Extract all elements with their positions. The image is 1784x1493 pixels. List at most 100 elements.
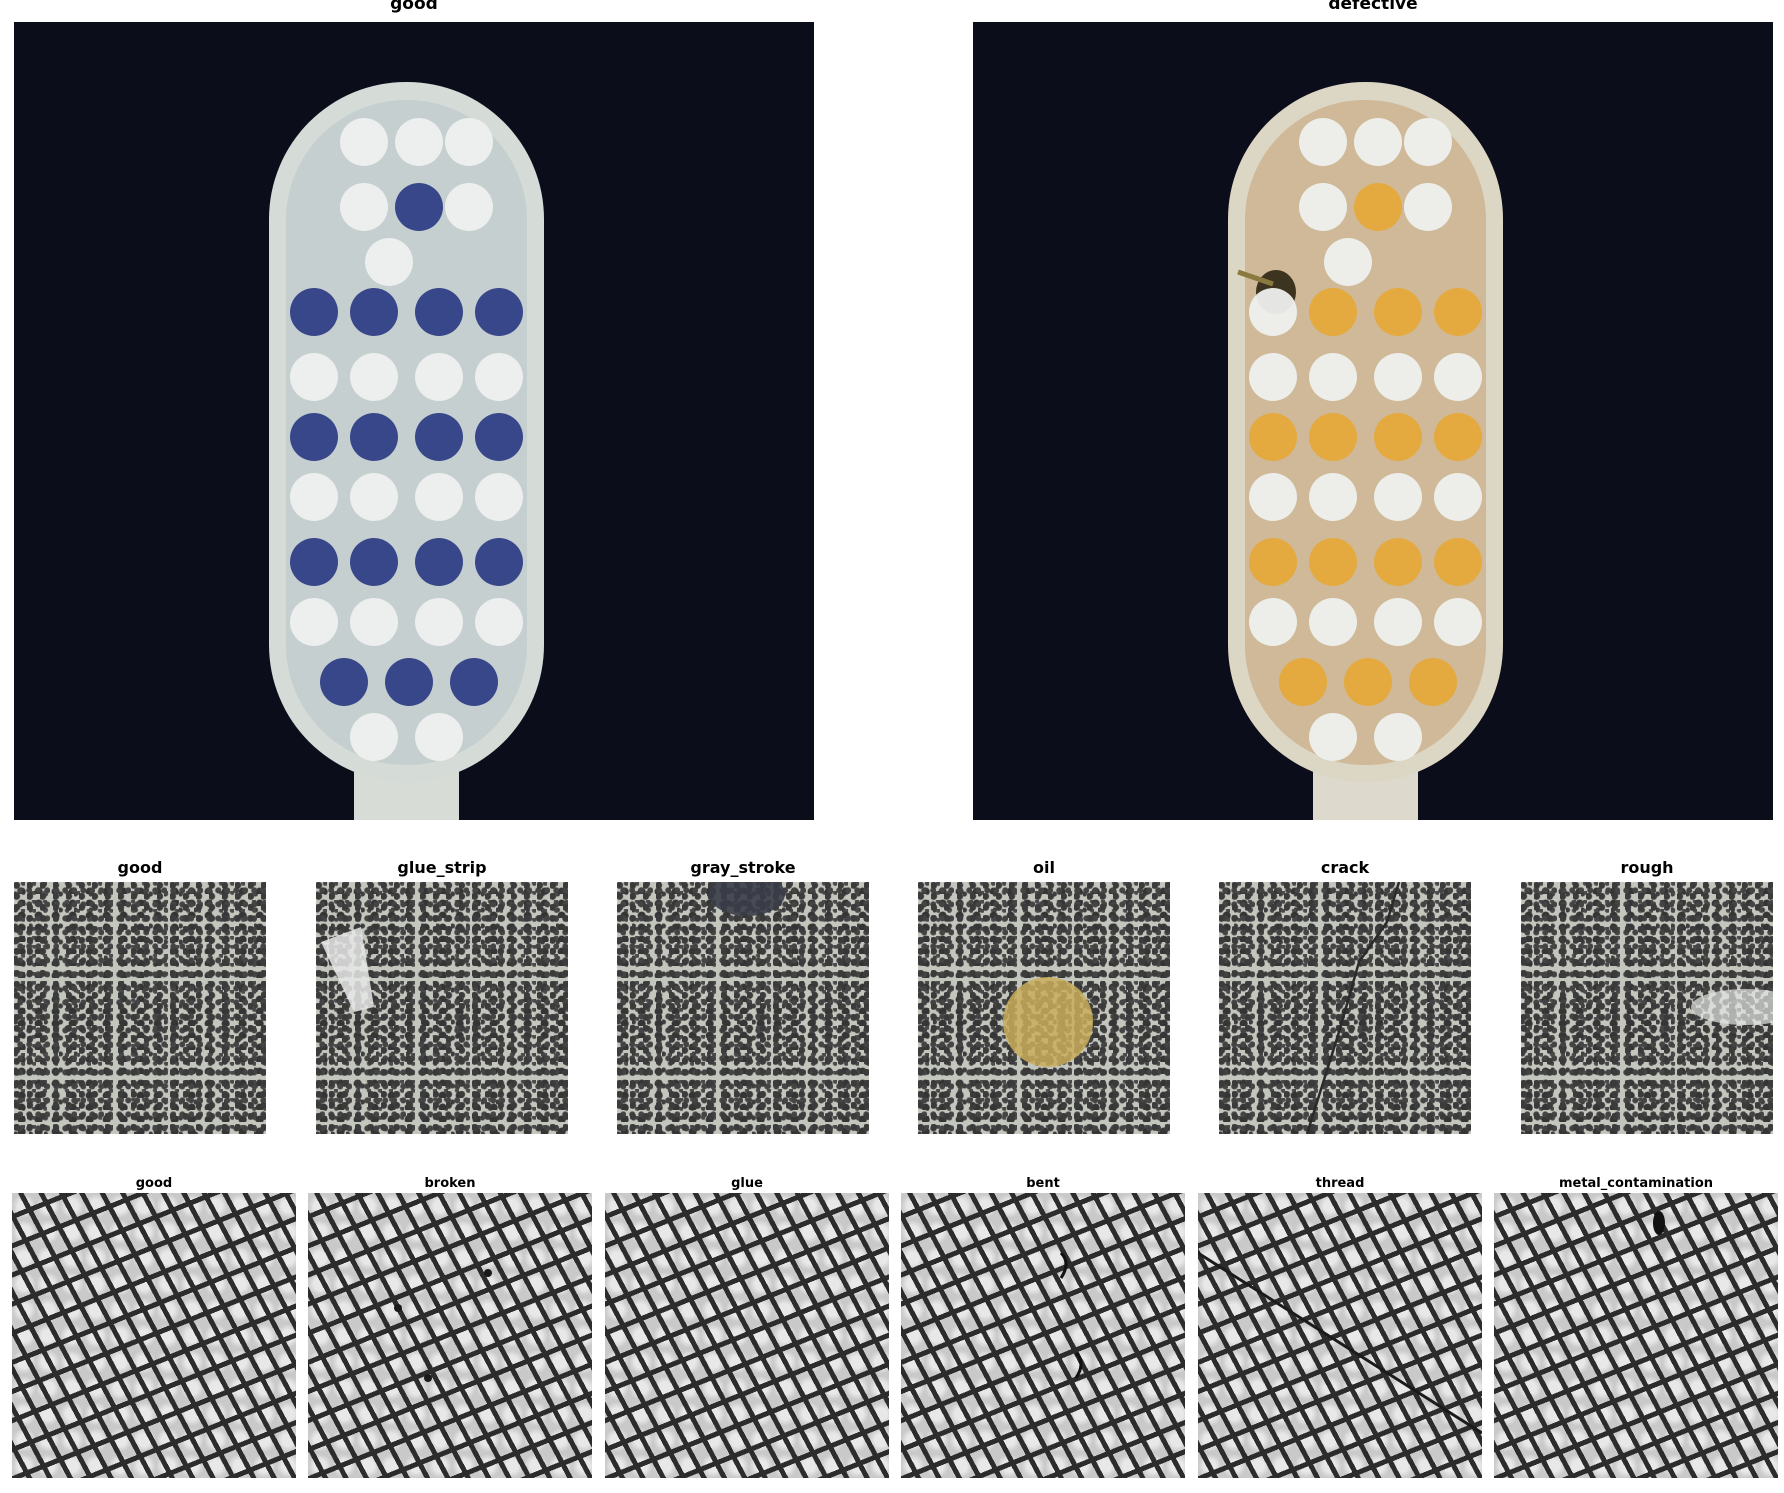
white-bristle-tuft (340, 118, 388, 166)
panel-title: crack (1320, 858, 1370, 877)
mesh-metal-contamination-image (1494, 1193, 1778, 1478)
rough-defect (1691, 989, 1773, 1025)
white-bristle-tuft (350, 473, 398, 521)
thread-defect (1198, 1251, 1482, 1435)
colored-bristle-tuft (350, 538, 398, 586)
toothbrush-good-image (14, 22, 814, 820)
tile-good-image (14, 882, 266, 1134)
white-bristle-tuft (1299, 183, 1347, 231)
white-bristle-tuft (1404, 183, 1452, 231)
white-bristle-tuft (290, 473, 338, 521)
white-bristle-tuft (415, 713, 463, 761)
white-bristle-tuft (1374, 353, 1422, 401)
colored-bristle-tuft (1344, 658, 1392, 706)
white-bristle-tuft (1249, 353, 1297, 401)
white-bristle-tuft (475, 353, 523, 401)
panel-toothbrush-good: good (14, 0, 814, 820)
panel-mesh-broken: broken (308, 1176, 592, 1478)
colored-bristle-tuft (1374, 288, 1422, 336)
colored-bristle-tuft (320, 658, 368, 706)
colored-bristle-tuft (1434, 538, 1482, 586)
colored-bristle-tuft (1309, 413, 1357, 461)
white-bristle-tuft (1374, 473, 1422, 521)
colored-bristle-tuft (290, 538, 338, 586)
white-bristle-tuft (415, 598, 463, 646)
panel-title: metal_contamination (1558, 1176, 1714, 1191)
colored-bristle-tuft (1374, 413, 1422, 461)
colored-bristle-tuft (1409, 658, 1457, 706)
mesh-bent-image (901, 1193, 1185, 1478)
tile-glue-strip-image (316, 882, 568, 1134)
panel-tile-crack: crack (1219, 858, 1471, 1134)
white-bristle-tuft (1434, 353, 1482, 401)
panel-title: bent (1026, 1176, 1060, 1191)
colored-bristle-tuft (1279, 658, 1327, 706)
white-bristle-tuft (350, 598, 398, 646)
bent-defect (1059, 1251, 1083, 1379)
colored-bristle-tuft (475, 413, 523, 461)
colored-bristle-tuft (1249, 413, 1297, 461)
metal-contamination-defect (1653, 1211, 1665, 1235)
panel-mesh-thread: thread (1198, 1176, 1482, 1478)
white-bristle-tuft (1309, 713, 1357, 761)
colored-bristle-tuft (290, 413, 338, 461)
white-bristle-tuft (1249, 288, 1297, 336)
colored-bristle-tuft (1354, 183, 1402, 231)
panel-title: rough (1620, 858, 1674, 877)
panel-title: defective (1328, 0, 1418, 14)
colored-bristle-tuft (290, 288, 338, 336)
panel-title: gray_stroke (690, 858, 796, 877)
oil-defect (1003, 977, 1093, 1067)
colored-bristle-tuft (385, 658, 433, 706)
toothbrush-good-svg (14, 22, 814, 820)
white-bristle-tuft (1434, 473, 1482, 521)
white-bristle-tuft (1309, 473, 1357, 521)
white-bristle-tuft (1354, 118, 1402, 166)
mesh-thread-image (1198, 1193, 1482, 1478)
panel-title: thread (1315, 1176, 1365, 1191)
toothbrush-defective-image (973, 22, 1773, 820)
white-bristle-tuft (1299, 118, 1347, 166)
panel-mesh-good: good (12, 1176, 296, 1478)
gray-stroke-defect (709, 882, 785, 916)
colored-bristle-tuft (1309, 538, 1357, 586)
tile-rough-image (1521, 882, 1773, 1134)
colored-bristle-tuft (1249, 538, 1297, 586)
colored-bristle-tuft (415, 413, 463, 461)
white-bristle-tuft (290, 353, 338, 401)
colored-bristle-tuft (475, 538, 523, 586)
panel-title: good (135, 1176, 173, 1191)
white-bristle-tuft (395, 118, 443, 166)
colored-bristle-tuft (450, 658, 498, 706)
white-bristle-tuft (340, 183, 388, 231)
panel-title: glue_strip (397, 858, 487, 877)
panel-mesh-metal-contamination: metal_contamination (1494, 1176, 1778, 1478)
white-bristle-tuft (1249, 598, 1297, 646)
colored-bristle-tuft (1374, 538, 1422, 586)
colored-bristle-tuft (475, 288, 523, 336)
white-bristle-tuft (1404, 118, 1452, 166)
white-bristle-tuft (1374, 713, 1422, 761)
colored-bristle-tuft (350, 288, 398, 336)
panel-mesh-glue: glue (605, 1176, 889, 1478)
white-bristle-tuft (350, 713, 398, 761)
panel-tile-oil: oil (918, 858, 1170, 1134)
white-bristle-tuft (1374, 598, 1422, 646)
panel-toothbrush-defective: defective (973, 0, 1773, 820)
panel-title: good (390, 0, 438, 14)
colored-bristle-tuft (350, 413, 398, 461)
toothbrush-defective-svg (973, 22, 1773, 820)
white-bristle-tuft (1309, 598, 1357, 646)
colored-bristle-tuft (415, 288, 463, 336)
colored-bristle-tuft (1434, 288, 1482, 336)
colored-bristle-tuft (1434, 413, 1482, 461)
mesh-glue-image (605, 1193, 889, 1478)
colored-bristle-tuft (1309, 288, 1357, 336)
panel-title: glue (731, 1176, 763, 1191)
panel-tile-rough: rough (1521, 858, 1773, 1134)
white-bristle-tuft (290, 598, 338, 646)
mesh-good-image (12, 1193, 296, 1478)
white-bristle-tuft (475, 598, 523, 646)
glue-strip-defect (321, 927, 374, 1012)
panel-tile-glue-strip: glue_strip (316, 858, 568, 1134)
